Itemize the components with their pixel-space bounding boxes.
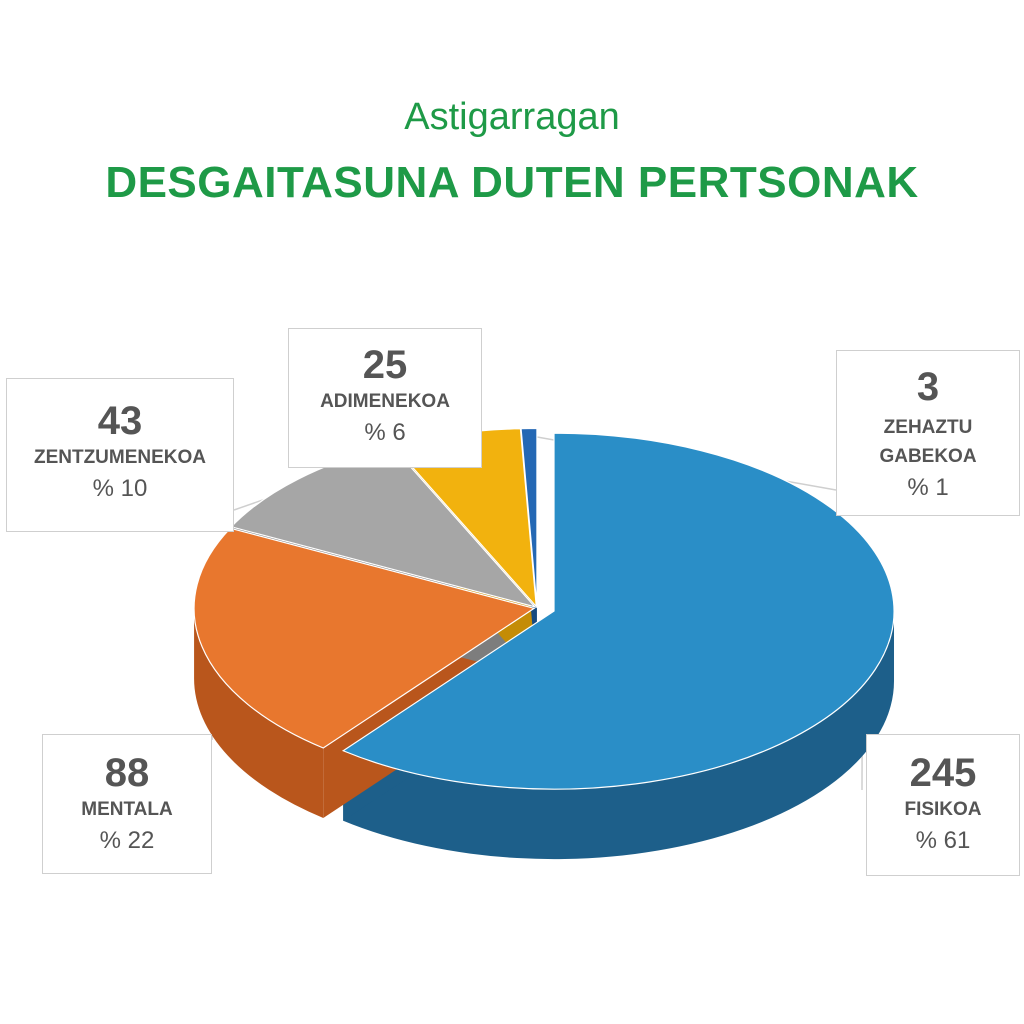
label-adimenekoa: 25 ADIMENEKOA % 6 xyxy=(288,328,482,468)
chart-title: DESGAITASUNA DUTEN PERTSONAK xyxy=(105,158,919,207)
pie-slice-fisikoa xyxy=(341,432,895,790)
label-mentala: 88 MENTALA % 22 xyxy=(42,734,212,874)
label-percent: % 22 xyxy=(99,827,155,855)
pie-slice-zehaztu-gabekoa xyxy=(520,427,538,607)
label-value: 245 xyxy=(909,751,977,795)
label-name: ZENTZUMENEKOA xyxy=(33,447,207,468)
label-zentzumenekoa: 43 ZENTZUMENEKOA % 10 xyxy=(6,378,234,532)
pie-tops xyxy=(193,427,895,790)
pie-slice-side-0 xyxy=(343,611,895,860)
label-name: ADIMENEKOA xyxy=(320,391,450,412)
label-value: 3 xyxy=(916,365,940,409)
label-name: FISIKOA xyxy=(904,799,982,820)
label-percent: % 6 xyxy=(364,419,406,447)
label-percent: % 1 xyxy=(907,473,949,501)
label-percent: % 61 xyxy=(915,827,971,855)
label-percent: % 10 xyxy=(92,475,148,503)
label-name-line1: ZEHAZTU xyxy=(883,417,973,438)
label-value: 88 xyxy=(104,751,150,795)
label-value: 25 xyxy=(362,343,408,387)
label-fisikoa: 245 FISIKOA % 61 xyxy=(866,734,1020,876)
label-zehaztu-gabekoa: 3 ZEHAZTU GABEKOA % 1 xyxy=(836,350,1020,516)
label-name: MENTALA xyxy=(81,799,173,820)
pie-slice-mentala xyxy=(193,527,536,749)
chart-subtitle: Astigarragan xyxy=(404,96,620,138)
label-value: 43 xyxy=(97,399,143,443)
label-name-line2: GABEKOA xyxy=(879,446,977,468)
